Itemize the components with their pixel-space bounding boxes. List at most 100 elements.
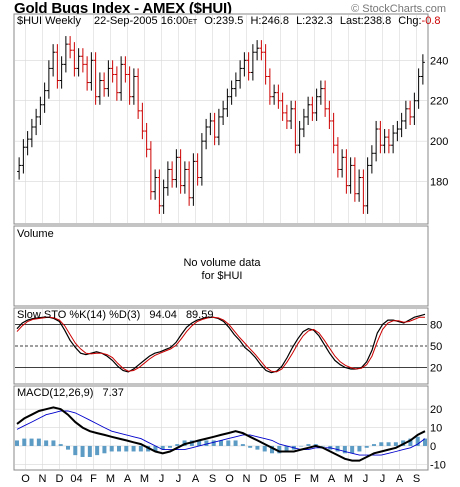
ohlc-bar	[416, 68, 421, 109]
ohlc-bar	[301, 108, 306, 138]
macd-y-axis: -10 0 10 20	[430, 404, 446, 471]
ohlc-bar	[38, 96, 43, 125]
macd-hist-bar	[408, 438, 413, 446]
x-tick-label: O	[21, 473, 30, 485]
ohlc-bar	[170, 161, 175, 188]
low-value: 232.3	[305, 15, 333, 27]
macd-histogram	[15, 436, 427, 457]
ohlc-bar	[365, 157, 370, 214]
ohlc-bar	[182, 161, 187, 194]
ohlc-bar	[352, 157, 357, 202]
ohlc-bar	[344, 149, 349, 194]
ohlc-bar	[157, 169, 162, 214]
stockcharts-credit: © StockCharts.com	[351, 3, 446, 15]
macd-hist-bar	[204, 440, 209, 446]
ohlc-bar	[127, 66, 132, 105]
macd-hist-bar	[357, 445, 362, 452]
ohlc-bar	[195, 153, 200, 186]
svg-text:$HUI Weekly 22-Sep-2005 16: $HUI Weekly 22-Sep-2005 16:00ET O:239.5 …	[17, 15, 441, 27]
ohlc-bar	[51, 44, 56, 77]
ohlc-bar	[136, 68, 141, 119]
ohlc-bar	[97, 72, 102, 105]
ohlc-bar	[63, 36, 68, 73]
ohlc-bar	[374, 120, 379, 162]
x-tick-label: M	[310, 473, 319, 485]
ohlc-bar	[42, 82, 47, 113]
x-tick-label: A	[396, 473, 404, 485]
svg-text:MACD(12,26,9) 7.37: MACD(12,26,9) 7.37	[17, 387, 124, 399]
x-tick-label: 05	[274, 473, 286, 485]
last-value: 238.8	[364, 15, 392, 27]
ohlc-bar	[46, 60, 51, 99]
high-label: H:	[250, 15, 261, 27]
ohlc-bar	[165, 161, 170, 196]
ohlc-bar	[17, 157, 22, 180]
macd-hist-bar	[335, 445, 340, 452]
ohlc-bar	[250, 44, 255, 81]
price-y-axis: 180 200 220 240	[430, 55, 448, 188]
macd-hist-bar	[364, 445, 369, 448]
macd-hist-bar	[284, 445, 289, 452]
x-tick-label: J	[380, 473, 386, 485]
macd-hist-bar	[44, 440, 49, 446]
ohlc-bar	[399, 112, 404, 138]
chg-label: Chg:	[398, 15, 421, 27]
no-volume-line2: for $HUI	[202, 270, 243, 282]
x-tick-label: M	[344, 473, 353, 485]
x-tick-label: A	[124, 473, 132, 485]
macd-label: MACD(12,26,9)	[17, 387, 93, 399]
x-tick-label: S	[413, 473, 420, 485]
ohlc-bar	[140, 102, 145, 140]
macd-hist-bar	[393, 442, 398, 446]
ohlc-bar	[420, 54, 425, 85]
ohlc-bar	[85, 56, 90, 91]
macd-hist-bar	[233, 440, 238, 446]
x-tick-label: D	[56, 473, 64, 485]
chg-value: -0.8	[422, 15, 441, 27]
ohlc-bar	[119, 56, 124, 101]
macd-hist-bar	[168, 445, 172, 448]
volume-panel	[13, 225, 429, 307]
macd-hist-bar	[66, 445, 70, 450]
x-tick-label: M	[106, 473, 115, 485]
open-label: O:	[204, 15, 216, 27]
ohlc-bar	[76, 48, 81, 77]
ohlc-bar	[93, 52, 98, 105]
ohlc-bar	[331, 112, 336, 154]
macd-hist-bar	[226, 440, 231, 446]
sto-tick-label: 50	[430, 341, 442, 353]
macd-hist-bar	[73, 445, 78, 456]
x-tick-label: F	[294, 473, 301, 485]
macd-hist-bar	[255, 445, 260, 450]
ohlc-bar	[259, 40, 264, 61]
macd-hist-bar	[36, 438, 41, 446]
ohlc-bar	[212, 112, 217, 146]
macd-lines	[16, 406, 426, 462]
chart-title: Gold Bugs Index - AMEX ($HUI)	[14, 0, 232, 17]
ohlc-bar	[153, 169, 158, 200]
macd-hist-bar	[262, 445, 267, 452]
ohlc-bar	[263, 44, 268, 85]
ohlc-bar	[221, 100, 226, 125]
sto-tick-label: 80	[430, 319, 442, 331]
x-tick-label: J	[176, 473, 182, 485]
high-value: 246.8	[261, 15, 289, 27]
ohlc-bar	[314, 88, 319, 121]
ohlc-bar	[357, 169, 362, 202]
price-tick-label: 220	[430, 96, 448, 108]
sto-k-value: 94.04	[149, 309, 177, 321]
x-tick-label: A	[192, 473, 200, 485]
ohlc-bar	[29, 118, 34, 148]
x-tick-label: A	[328, 473, 336, 485]
macd-hist-bar	[423, 438, 427, 446]
macd-hist-bar	[80, 445, 85, 457]
ohlc-bar	[386, 129, 391, 154]
ohlc-bar	[369, 145, 374, 174]
ohlc-bar	[255, 40, 260, 61]
ohlc-bar	[80, 48, 85, 73]
price-tick-label: 200	[430, 136, 448, 148]
macd-hist-bar	[109, 445, 114, 452]
macd-hist-bar	[270, 445, 274, 454]
ohlc-bar	[59, 56, 64, 89]
macd-hist-bar	[117, 445, 121, 452]
